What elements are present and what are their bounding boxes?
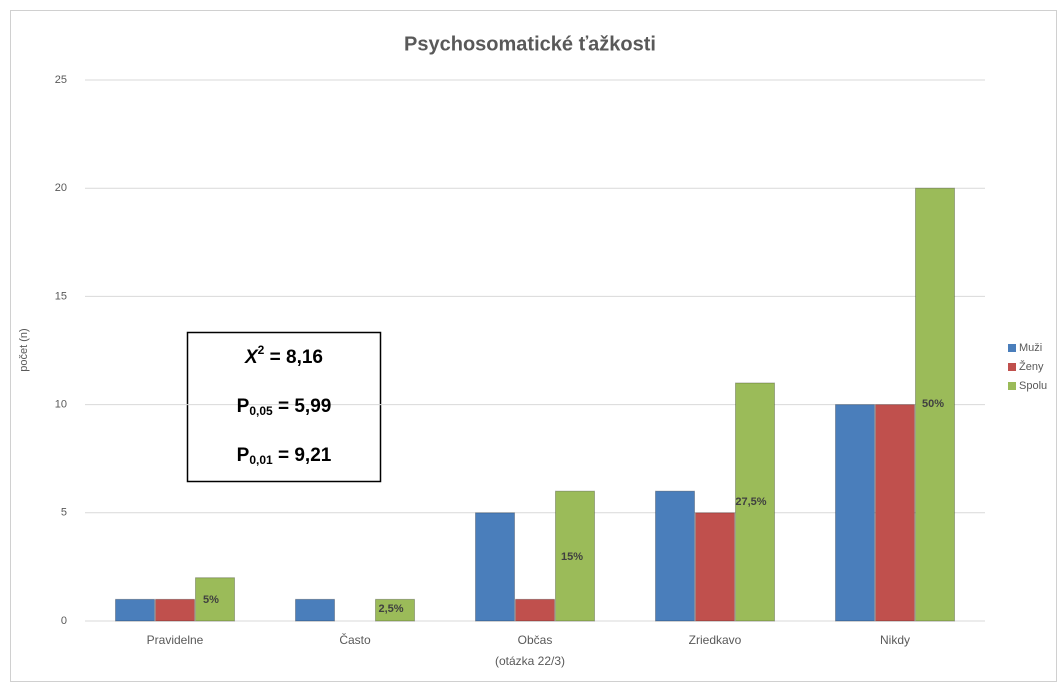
x-tick-label: Často [339, 632, 371, 647]
stats-box [186, 331, 382, 483]
stats-line: P0,01 = 9,21 [237, 445, 332, 467]
data-annotation: 15% [561, 551, 583, 563]
y-tick-label: 10 [55, 399, 67, 411]
bar [515, 598, 555, 622]
data-annotation: 50% [922, 398, 944, 410]
bar [155, 598, 195, 622]
stats-sub: 0,05 [249, 404, 273, 418]
stats-symbol: P [237, 396, 250, 417]
legend-label: Muži [1019, 342, 1042, 354]
bar [915, 187, 955, 622]
legend-swatch [1008, 344, 1016, 352]
legend-swatch [1008, 382, 1016, 390]
stats-sub: 0,01 [249, 453, 273, 467]
legend-swatch [1008, 363, 1016, 371]
chart-title: Psychosomatické ťažkosti [404, 33, 656, 55]
x-tick-label: Zriedkavo [689, 633, 742, 647]
y-axis-label: počet (n) [18, 328, 30, 371]
x-tick-label: Nikdy [880, 633, 910, 647]
legend-label: Ženy [1019, 360, 1044, 373]
bar [195, 577, 235, 622]
stats-rest: = 8,16 [264, 347, 323, 368]
stats-symbol: P [237, 445, 250, 466]
stats-line: P0,05 = 5,99 [237, 396, 332, 418]
y-tick-label: 25 [55, 74, 67, 86]
y-tick-label: 0 [61, 615, 67, 627]
bar [295, 598, 335, 622]
x-tick-label: Pravidelne [147, 633, 204, 647]
bar [735, 382, 775, 622]
y-tick-label: 5 [61, 507, 67, 519]
y-tick-label: 15 [55, 290, 67, 302]
bar [115, 598, 155, 622]
stats-rest: = 5,99 [273, 396, 332, 417]
bar [875, 404, 915, 622]
bar [695, 512, 735, 622]
legend-label: Spolu [1019, 380, 1047, 392]
stats-symbol: X [244, 347, 259, 368]
bar [475, 512, 515, 622]
bar [835, 404, 875, 622]
stats-line: X2 = 8,16 [244, 343, 323, 368]
data-annotation: 5% [203, 594, 219, 606]
stats-sup: 2 [258, 343, 265, 357]
x-axis-label: (otázka 22/3) [495, 654, 565, 668]
stats-rest: = 9,21 [273, 445, 332, 466]
bar [655, 490, 695, 622]
data-annotation: 2,5% [378, 603, 403, 615]
x-tick-label: Občas [518, 633, 553, 647]
bar [555, 490, 595, 622]
bar [375, 598, 415, 622]
data-annotation: 27,5% [735, 496, 766, 508]
y-tick-label: 20 [55, 182, 67, 194]
